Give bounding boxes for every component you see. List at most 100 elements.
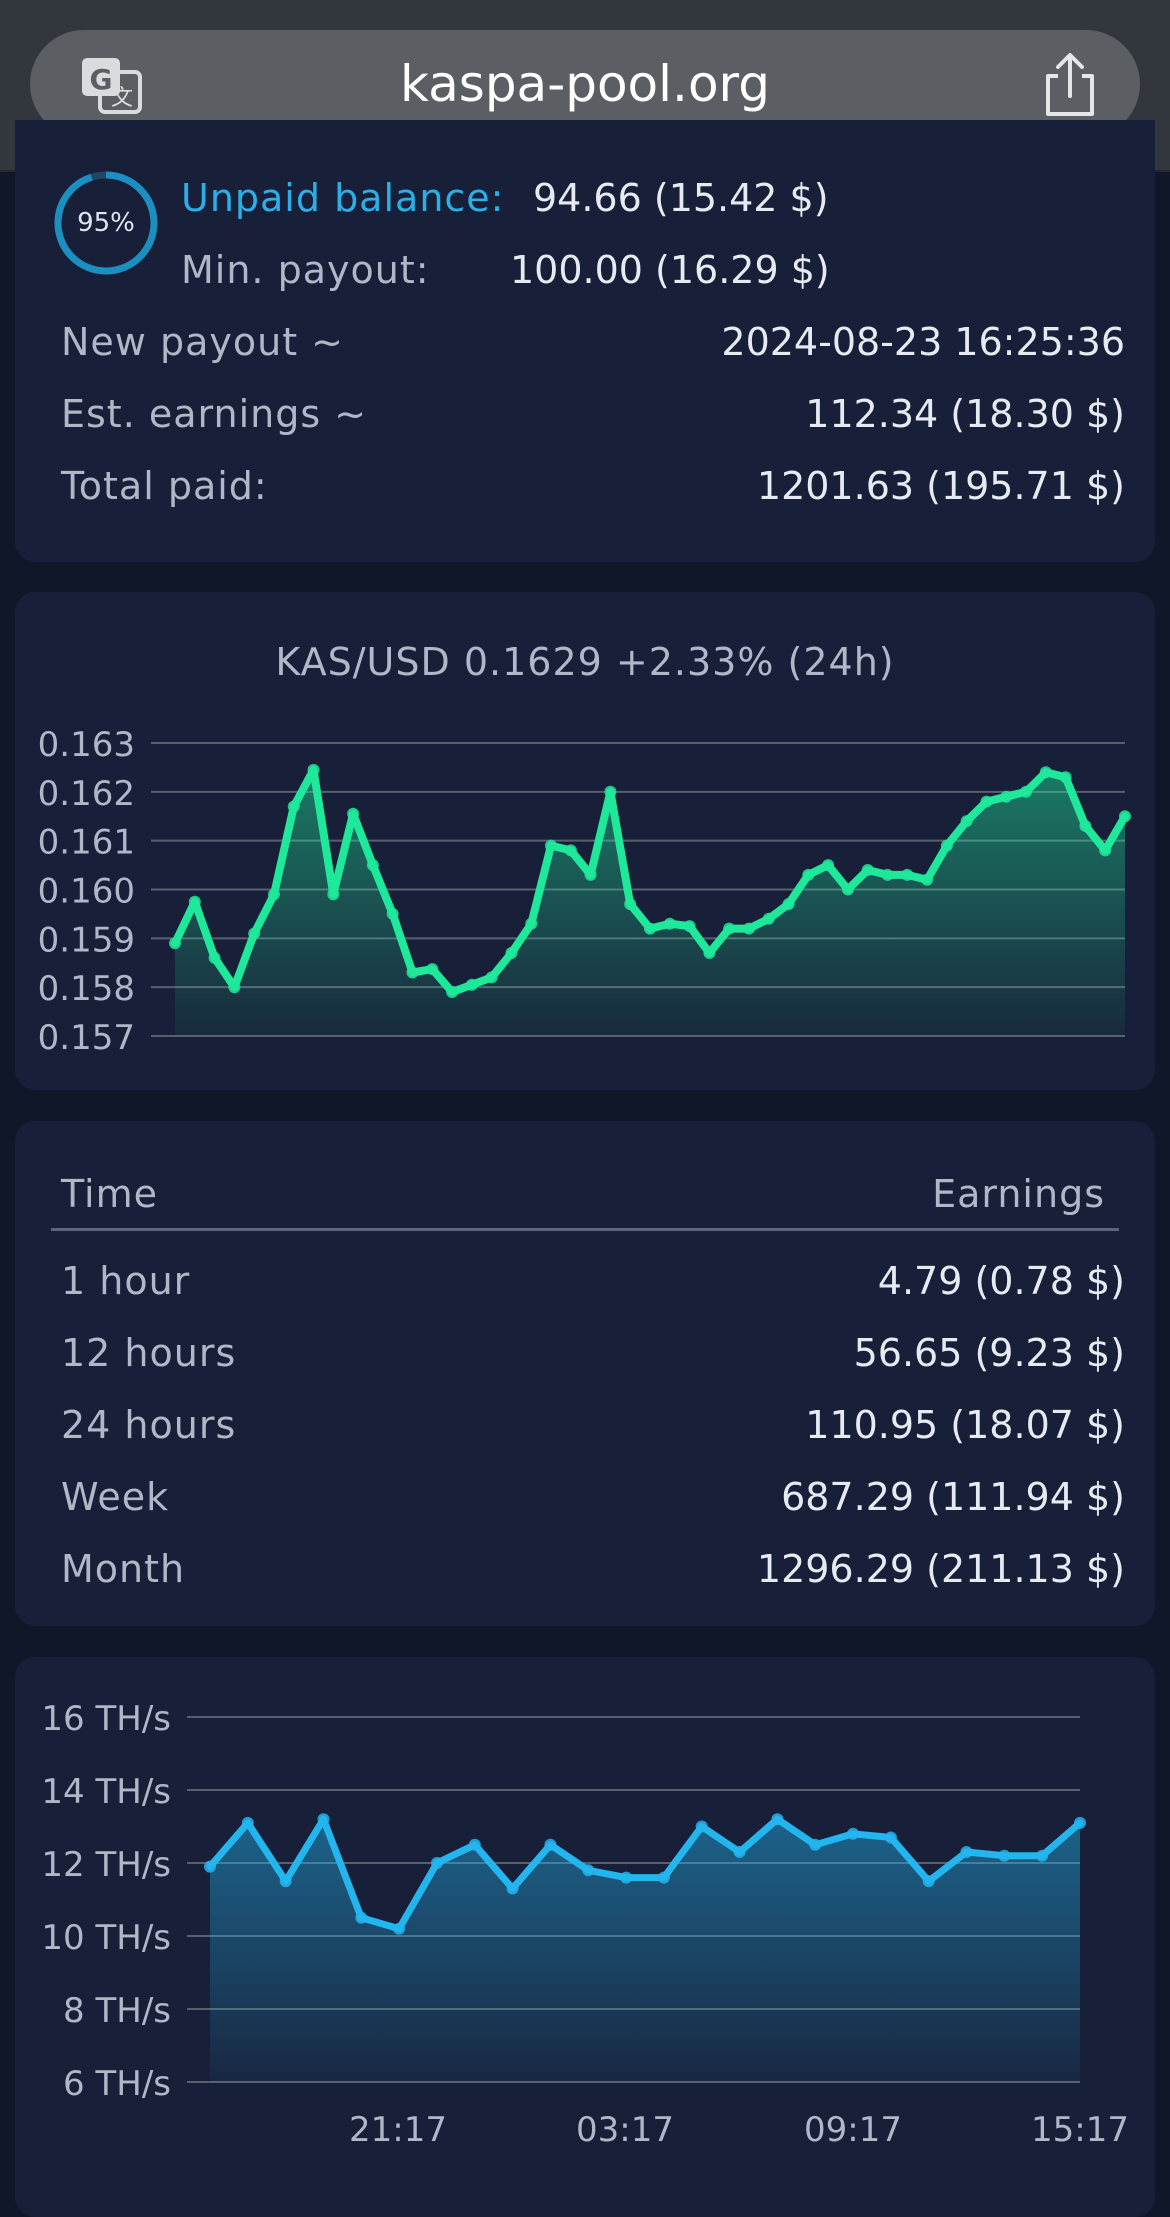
data-point (544, 1838, 557, 1851)
data-point (1000, 790, 1013, 803)
hashrate-chart[interactable]: 16 TH/s 14 TH/s 12 TH/s 10 TH/s 8 TH/s 6 TH/s… (15, 1657, 1155, 2217)
price-chart[interactable]: 0.163 0.162 0.161 0.160 0.159 0.158 0.157 (15, 592, 1155, 1090)
data-point (279, 1875, 292, 1888)
y-axis-tick-label: 0.162 (38, 774, 135, 814)
new-payout-label: New payout ~ (61, 320, 345, 364)
price-chart-title: KAS/USD 0.1629 +2.33% (24h) (275, 640, 895, 684)
svg-text:G: G (90, 63, 113, 96)
data-point (485, 971, 498, 984)
data-point (317, 1813, 330, 1826)
data-point (901, 868, 914, 881)
period-label: Week (61, 1475, 170, 1519)
data-point (188, 895, 201, 908)
total-paid-label: Total paid: (61, 464, 268, 508)
data-point (703, 947, 716, 959)
data-point (525, 917, 538, 930)
y-axis-tick-label: 12 TH/s (41, 1845, 171, 1885)
y-axis-tick-label: 0.161 (38, 823, 135, 863)
data-point (582, 1864, 595, 1877)
translate-icon[interactable]: G 文 (80, 56, 142, 114)
unpaid-balance-label: Unpaid balance: (181, 176, 505, 220)
data-point (723, 922, 736, 935)
data-point (624, 898, 637, 911)
data-point (347, 807, 360, 820)
y-axis-tick-label: 0.158 (38, 969, 135, 1009)
data-point (644, 922, 656, 935)
data-point (431, 1857, 443, 1869)
table-header-divider (51, 1228, 1119, 1231)
data-point (1099, 844, 1112, 857)
data-point (248, 927, 261, 940)
data-point (169, 937, 181, 950)
data-point (695, 1820, 708, 1833)
period-label: Month (61, 1547, 186, 1591)
data-point (564, 844, 577, 857)
share-icon[interactable] (1040, 52, 1100, 118)
data-point (960, 1846, 973, 1858)
data-point (921, 873, 934, 886)
data-point (1036, 1849, 1049, 1862)
y-axis-tick-label: 0.160 (38, 872, 135, 912)
data-point (204, 1860, 216, 1873)
data-point (208, 951, 221, 964)
est-earnings-value: 112.34 (18.30 $) (805, 392, 1125, 436)
data-point (861, 864, 874, 876)
url-text: kaspa-pool.org (400, 55, 770, 113)
period-earnings: 110.95 (18.07 $) (805, 1403, 1125, 1447)
table-header-earnings: Earnings (932, 1172, 1105, 1216)
data-point (426, 963, 439, 976)
data-point (802, 868, 815, 881)
data-point (327, 888, 340, 901)
earnings-table-card: Time Earnings 1 hour 4.79 (0.78 $) 12 ho… (15, 1121, 1155, 1626)
x-axis-tick-label: 15:17 (1031, 2110, 1129, 2150)
y-axis-tick-label: 8 TH/s (63, 1991, 171, 2031)
balance-card: 95% Unpaid balance: 94.66 (15.42 $) Min.… (15, 120, 1155, 562)
data-point (822, 859, 835, 872)
period-label: 12 hours (61, 1331, 237, 1375)
price-chart-card: KAS/USD 0.1629 +2.33% (24h) 0.163 0.162 0.… (15, 592, 1155, 1090)
table-header-time: Time (61, 1172, 158, 1216)
min-payout-value: 100.00 (16.29 $) (510, 248, 830, 292)
svg-text:文: 文 (111, 86, 133, 111)
data-point (584, 868, 597, 881)
x-axis-tick-label: 09:17 (804, 2110, 902, 2150)
data-point (663, 917, 676, 930)
data-point (465, 978, 478, 991)
payout-progress-label: 95% (77, 208, 135, 238)
y-axis-tick-label: 0.157 (38, 1018, 135, 1058)
data-point (468, 1838, 481, 1851)
new-payout-value: 2024-08-23 16:25:36 (721, 320, 1125, 364)
data-point (366, 859, 379, 872)
data-point (1020, 785, 1032, 798)
payout-progress-ring (54, 171, 158, 275)
data-point (683, 920, 696, 933)
period-earnings: 56.65 (9.23 $) (853, 1331, 1125, 1375)
data-point (657, 1871, 670, 1884)
period-earnings: 4.79 (0.78 $) (877, 1259, 1125, 1303)
data-point (241, 1816, 254, 1829)
data-point (287, 800, 300, 813)
data-point (940, 839, 953, 852)
y-axis-tick-label: 14 TH/s (41, 1772, 171, 1812)
data-point (998, 1849, 1011, 1862)
data-point (307, 763, 320, 776)
est-earnings-label: Est. earnings ~ (61, 392, 368, 436)
data-point (743, 922, 755, 935)
data-point (841, 883, 854, 896)
data-point (228, 981, 241, 994)
data-point (809, 1838, 822, 1851)
data-point (881, 868, 894, 881)
data-point (960, 815, 973, 828)
period-earnings: 1296.29 (211.13 $) (756, 1547, 1125, 1591)
y-axis-tick-label: 6 TH/s (63, 2064, 171, 2104)
data-point (355, 1911, 368, 1924)
data-point (762, 912, 775, 925)
data-point (393, 1922, 406, 1935)
min-payout-label: Min. payout: (181, 248, 430, 292)
data-point (506, 1882, 519, 1895)
data-point (922, 1875, 935, 1888)
data-point (771, 1813, 784, 1826)
data-point (545, 839, 557, 852)
data-point (1039, 766, 1052, 779)
y-axis-tick-label: 16 TH/s (41, 1699, 171, 1739)
